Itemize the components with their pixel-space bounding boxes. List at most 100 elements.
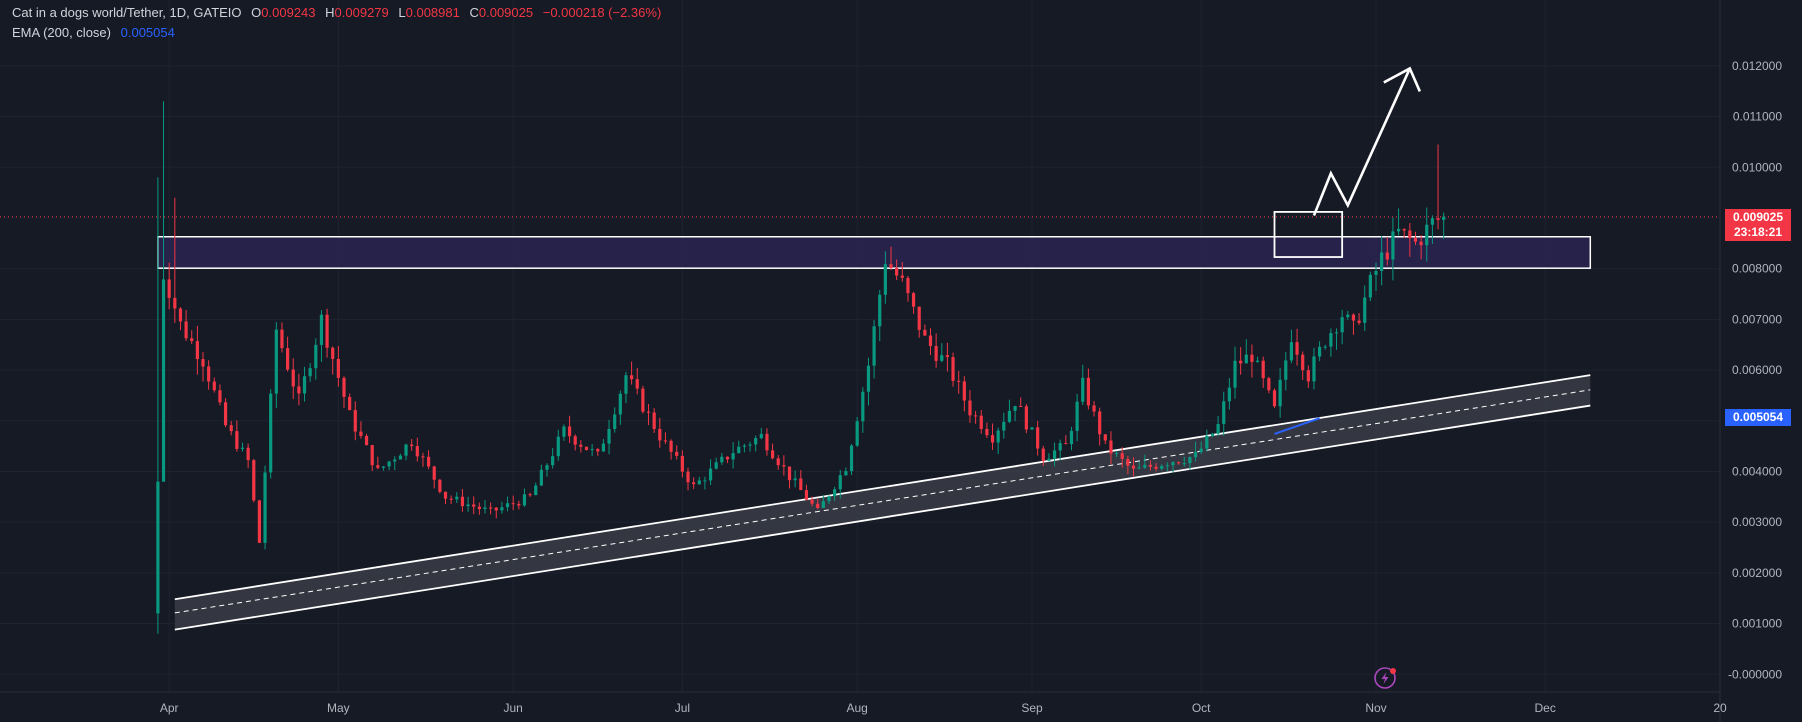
time-axis[interactable]: Apr May Jun Jul Aug Sep Oct Nov Dec 20 [160,701,1727,715]
candle-body [607,428,611,444]
candle-body [353,410,357,432]
grid [0,0,1721,692]
candle-body [697,480,701,485]
last-price-tag: 0.009025 23:18:21 [1725,208,1791,241]
candle-body [1177,462,1181,464]
support-channel-fill [174,375,1591,630]
candle-body [438,479,442,492]
candle-body [1131,465,1136,469]
symbol-title[interactable]: Cat in a dogs world/Tether, 1D, GATEIO [12,5,242,20]
candle-body [985,428,989,436]
lightning-icon[interactable] [1374,667,1396,689]
candle-body [455,496,459,500]
candle-body [596,449,600,452]
candle-body [1295,342,1299,355]
candle-body [641,388,645,412]
candle-body [844,471,848,476]
candle-body [1143,464,1147,468]
candle-body [1255,360,1260,362]
candle-body [314,344,318,369]
breakout-box [1273,211,1344,258]
candle-body [613,414,617,429]
candle-body [302,376,307,394]
candle-body [827,496,831,502]
candle-body [1030,427,1034,430]
price-label: 0.003000 [1732,515,1782,529]
candle-body [1289,342,1294,361]
ema-label[interactable]: EMA (200, close) [12,25,111,40]
candle-body [1047,458,1051,461]
candle-body [494,507,498,511]
candle-body [1272,390,1277,407]
candle-body [1058,443,1062,451]
candle-body [1346,314,1350,318]
candle-body [573,436,577,445]
candle-body [1244,354,1248,364]
candle-body [1425,224,1429,246]
drawings-layer [157,236,1592,631]
candle-body [911,293,916,307]
change-value: −0.000218 (−2.36%) [542,5,662,20]
candle-body [883,264,887,295]
candle-body [1368,274,1372,298]
candle-body [720,456,724,463]
candle-body [505,503,510,508]
candle-body [787,466,792,481]
candle-body [1160,466,1164,469]
candle-body [291,369,295,387]
time-label: Apr [160,701,179,715]
candle-body [263,472,267,543]
candle-body [1402,228,1406,231]
candle-body [816,503,820,509]
candle-body [1137,467,1141,469]
price-axis[interactable]: 0.0120000.0110000.0100000.0090000.008000… [1728,59,1782,681]
candle-body [1216,423,1220,434]
candle-body [714,462,718,469]
candle-body [342,377,346,397]
candle-body [1086,377,1090,406]
candle-body [432,466,436,480]
time-label: Dec [1535,701,1556,715]
candle-body [1069,430,1074,445]
close-value: 0.009025 [478,5,534,20]
candle-body [1306,370,1310,382]
candle-body [849,445,854,472]
candle-body [1357,320,1361,323]
candle-body [686,471,690,483]
candle-body [731,453,735,460]
candle-body [1126,458,1130,466]
candle-body [331,347,335,359]
candle-body [990,435,995,443]
candle-body [624,375,628,394]
candle-body [161,279,166,482]
candle-body [551,456,555,466]
candle-body [692,482,696,485]
candle-body [951,357,955,381]
candle-body [754,438,758,445]
candle-body [1239,360,1243,364]
candle-body [855,421,859,446]
candle-body [212,381,216,391]
candle-body [348,396,352,411]
candle-body [652,412,656,429]
candle-body [928,335,933,347]
candle-body [240,447,245,449]
candle-body [838,475,842,490]
candle-body [906,277,910,294]
candle-body [528,494,532,496]
price-label: 0.004000 [1732,464,1782,478]
high-label: H [325,5,335,20]
indicator-row: EMA (200, close) 0.005054 [12,23,661,43]
candle-body [776,458,780,466]
ema-line [1274,417,1320,435]
candle-body [460,496,465,507]
candle-body [489,507,493,509]
candle-body [1075,401,1079,431]
candle-body [646,411,651,413]
price-label: 0.006000 [1732,363,1782,377]
candle-body [1210,433,1215,436]
candle-body [477,506,481,509]
candle-body [387,461,391,467]
candle-body [466,504,470,507]
